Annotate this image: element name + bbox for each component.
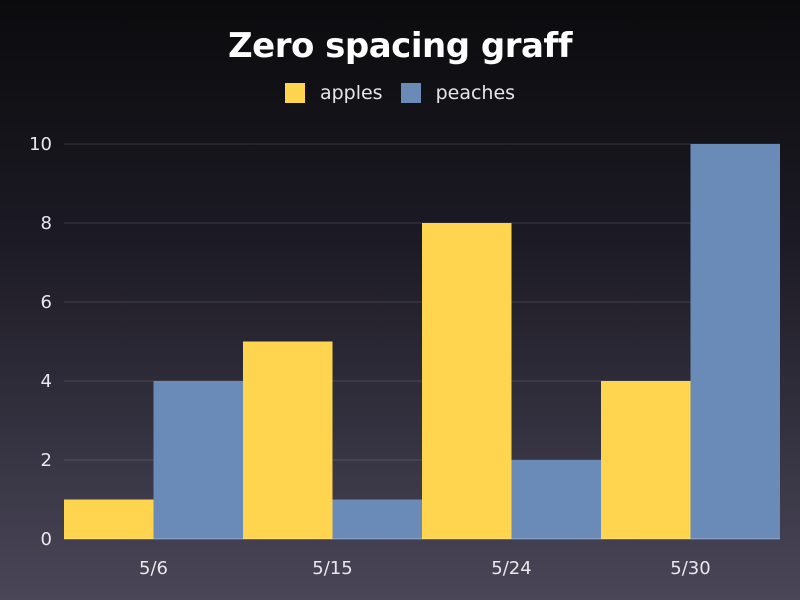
legend-swatch-apples [284,83,305,103]
bar-apples-3 [422,223,512,539]
bar-apples-1 [64,499,154,539]
x-tick-label: 5/24 [491,558,531,579]
x-tick-label: 5/6 [139,558,168,579]
legend-item-apples: apples [284,82,383,104]
legend-label-peaches: peaches [435,82,516,104]
bar-peaches-2 [332,499,422,539]
legend: apples peaches [0,82,800,104]
bar-apples-2 [243,341,333,539]
y-tick-label: 10 [29,134,52,155]
y-tick-label: 4 [41,371,52,392]
bar-peaches-4 [690,144,780,539]
bar-apples-4 [601,381,691,539]
legend-item-peaches: peaches [400,82,516,104]
bar-peaches-1 [153,381,243,539]
x-tick-label: 5/15 [312,558,352,579]
bar-peaches-3 [511,460,601,539]
y-tick-label: 0 [41,529,52,550]
legend-label-apples: apples [319,82,383,104]
y-tick-label: 8 [41,213,52,234]
y-tick-label: 2 [41,450,52,471]
legend-swatch-peaches [400,83,421,103]
y-tick-label: 6 [41,292,52,313]
x-tick-label: 5/30 [670,558,710,579]
chart-title: Zero spacing graff [227,26,573,66]
